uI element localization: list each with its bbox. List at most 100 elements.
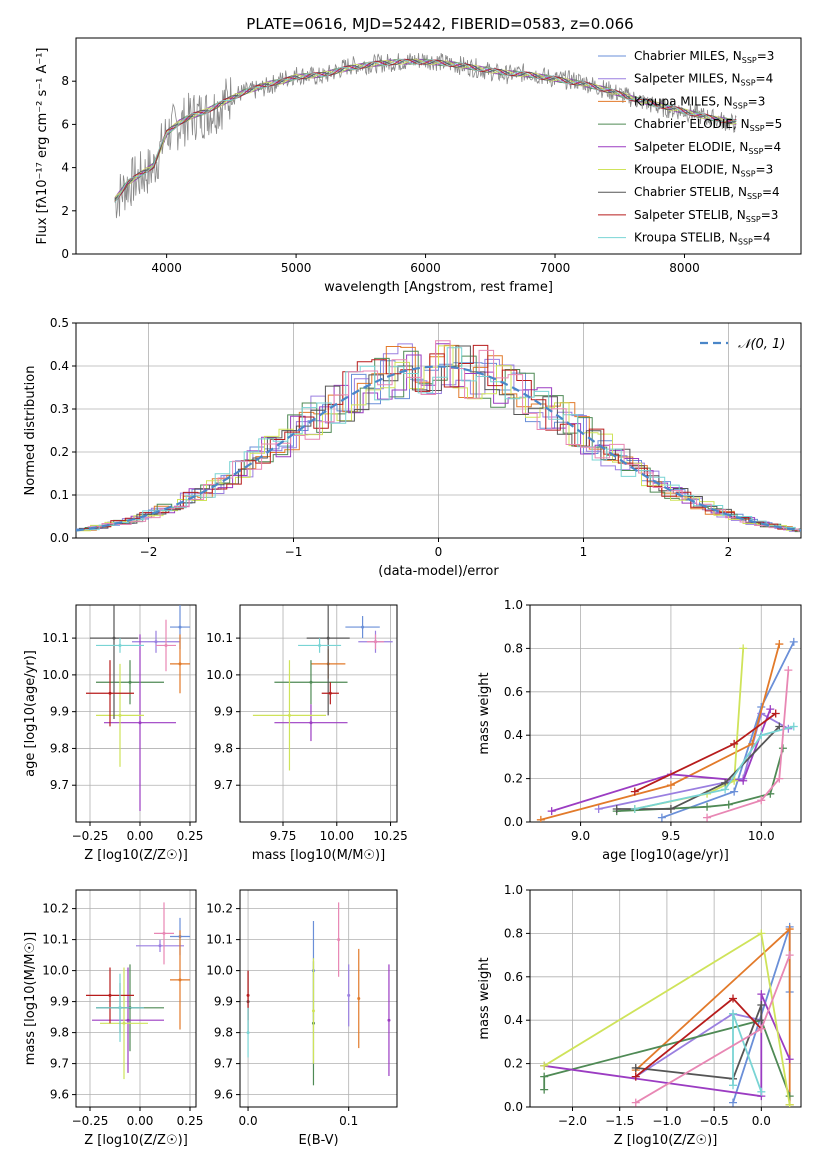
data-point (178, 978, 182, 982)
chart-panel-mass_vs_ebv: 0.0 0.1 9.6 9.7 9.8 9.9 10.0 10.1 10.2 E(B-V) (206, 889, 398, 1148)
data-point (631, 1072, 640, 1081)
legend-subscript: SSP (747, 192, 762, 201)
plot-frame (75, 37, 802, 255)
data-point (630, 787, 639, 796)
y-tick-label: 8 (61, 74, 69, 88)
plot-frame (75, 604, 197, 823)
legend-subscript: SSP (741, 170, 756, 179)
y-tick-label: 0 (61, 247, 69, 261)
y-tick-label: 2 (61, 204, 69, 218)
series-line (706, 670, 790, 819)
data-point (540, 1085, 549, 1094)
figure-title: PLATE=0616, MJD=52442, FIBERID=0583, z=0… (246, 15, 633, 33)
data-point (775, 774, 784, 783)
data-point (631, 1098, 640, 1107)
data-point (739, 644, 748, 653)
x-tick-label: 7000 (540, 261, 571, 275)
y-tick-label: 0.2 (50, 445, 69, 459)
legend-label: Chabrier MILES, N (634, 49, 742, 63)
data-point (154, 640, 158, 644)
plot-frame (239, 604, 398, 823)
y-axis-label: Flux [fλ10⁻¹⁷ erg cm⁻² s⁻¹ A⁻¹] (35, 48, 50, 245)
data-point (785, 1055, 794, 1064)
data-point (757, 1024, 766, 1033)
plot-area (114, 52, 737, 219)
y-tick-label: 9.7 (214, 1057, 233, 1071)
y-tick-label: 0.0 (504, 1100, 523, 1114)
legend-label: Salpeter STELIB, N (634, 208, 746, 222)
data-point (246, 1031, 250, 1035)
data-point (318, 643, 322, 647)
residual-histogram (81, 344, 801, 532)
data-point (631, 1063, 640, 1072)
data-point (730, 739, 739, 748)
x-tick-label: 0.25 (177, 1114, 204, 1128)
data-point (757, 731, 766, 740)
x-axis-label: Z [log10(Z/Z☉)] (84, 848, 188, 863)
y-tick-label: 10.1 (42, 631, 69, 645)
x-tick-label: −1 (285, 545, 303, 559)
residual-histogram (87, 343, 801, 531)
data-point (164, 643, 168, 647)
data-point (246, 993, 250, 997)
x-tick-label: 5000 (281, 261, 312, 275)
legend-label: Kroupa MILES, N (634, 94, 733, 108)
y-tick-label: 10.0 (42, 964, 69, 978)
x-tick-label: 0 (435, 545, 443, 559)
data-point (789, 722, 798, 731)
x-tick-label: 0.00 (127, 829, 154, 843)
y-tick-label: 4 (61, 161, 69, 175)
data-point (729, 1009, 738, 1018)
y-tick-label: 1.0 (504, 598, 523, 612)
chart-panel-weight_vs_age: 9.0 9.5 10.0 0.0 0.2 0.4 0.6 0.8 1.0 age [log10(a… (477, 598, 802, 863)
y-tick-label: 9.6 (214, 1088, 233, 1102)
legend-entry: Salpeter ELODIE, NSSP=4 (634, 140, 781, 156)
plot-frame (529, 604, 802, 823)
data-point (108, 691, 112, 695)
model-line (114, 58, 737, 203)
series-line (635, 1012, 762, 1078)
legend-suffix: =3 (757, 49, 775, 63)
y-tick-label: 0.3 (50, 402, 69, 416)
data-point (703, 813, 712, 822)
x-tick-label: 1 (580, 545, 588, 559)
data-point (766, 705, 775, 714)
plot-area (540, 922, 794, 1107)
x-tick-label: −0.25 (72, 829, 109, 843)
legend-suffix: =4 (753, 231, 771, 245)
data-point (703, 802, 712, 811)
data-point (757, 1001, 766, 1010)
data-point (785, 925, 794, 934)
data-point (729, 1081, 738, 1090)
legend-suffix: =3 (748, 94, 766, 108)
data-point (594, 804, 603, 813)
y-tick-label: 10.1 (206, 933, 233, 947)
plot-area (252, 605, 393, 771)
data-point (729, 994, 738, 1003)
chart-panel-weight_vs_Z: −2.0 −1.5 −1.0 −0.5 0.0 0.0 0.2 0.4 0.6 0.8 1.0 Z [… (477, 883, 802, 1148)
series-line (544, 993, 791, 1098)
data-point (118, 1006, 122, 1010)
x-axis-label: (data-model)/error (378, 564, 499, 579)
legend-suffix: =4 (762, 185, 780, 199)
x-tick-label: −0.5 (700, 1114, 729, 1128)
data-point (287, 713, 291, 717)
data-point (771, 709, 780, 718)
data-point (387, 1018, 391, 1022)
legend-entry: Kroupa STELIB, NSSP=4 (634, 231, 771, 247)
series-line (635, 954, 791, 1104)
x-axis-label: wavelength [Angstrom, rest frame] (324, 280, 553, 295)
data-point (666, 804, 675, 813)
data-point (138, 721, 142, 725)
legend-entry: Chabrier STELIB, NSSP=4 (634, 185, 780, 201)
legend-entry: Chabrier ELODIE, NSSP=5 (634, 117, 782, 133)
residual-histogram (84, 347, 801, 531)
series-line (634, 725, 795, 810)
data-point (128, 680, 132, 684)
y-tick-label: 10.2 (206, 902, 233, 916)
y-tick-label: 1.0 (504, 883, 523, 897)
y-tick-label: 9.9 (214, 995, 233, 1009)
data-point (757, 1087, 766, 1096)
y-tick-label: 9.8 (214, 741, 233, 755)
y-tick-label: 10.1 (206, 631, 233, 645)
